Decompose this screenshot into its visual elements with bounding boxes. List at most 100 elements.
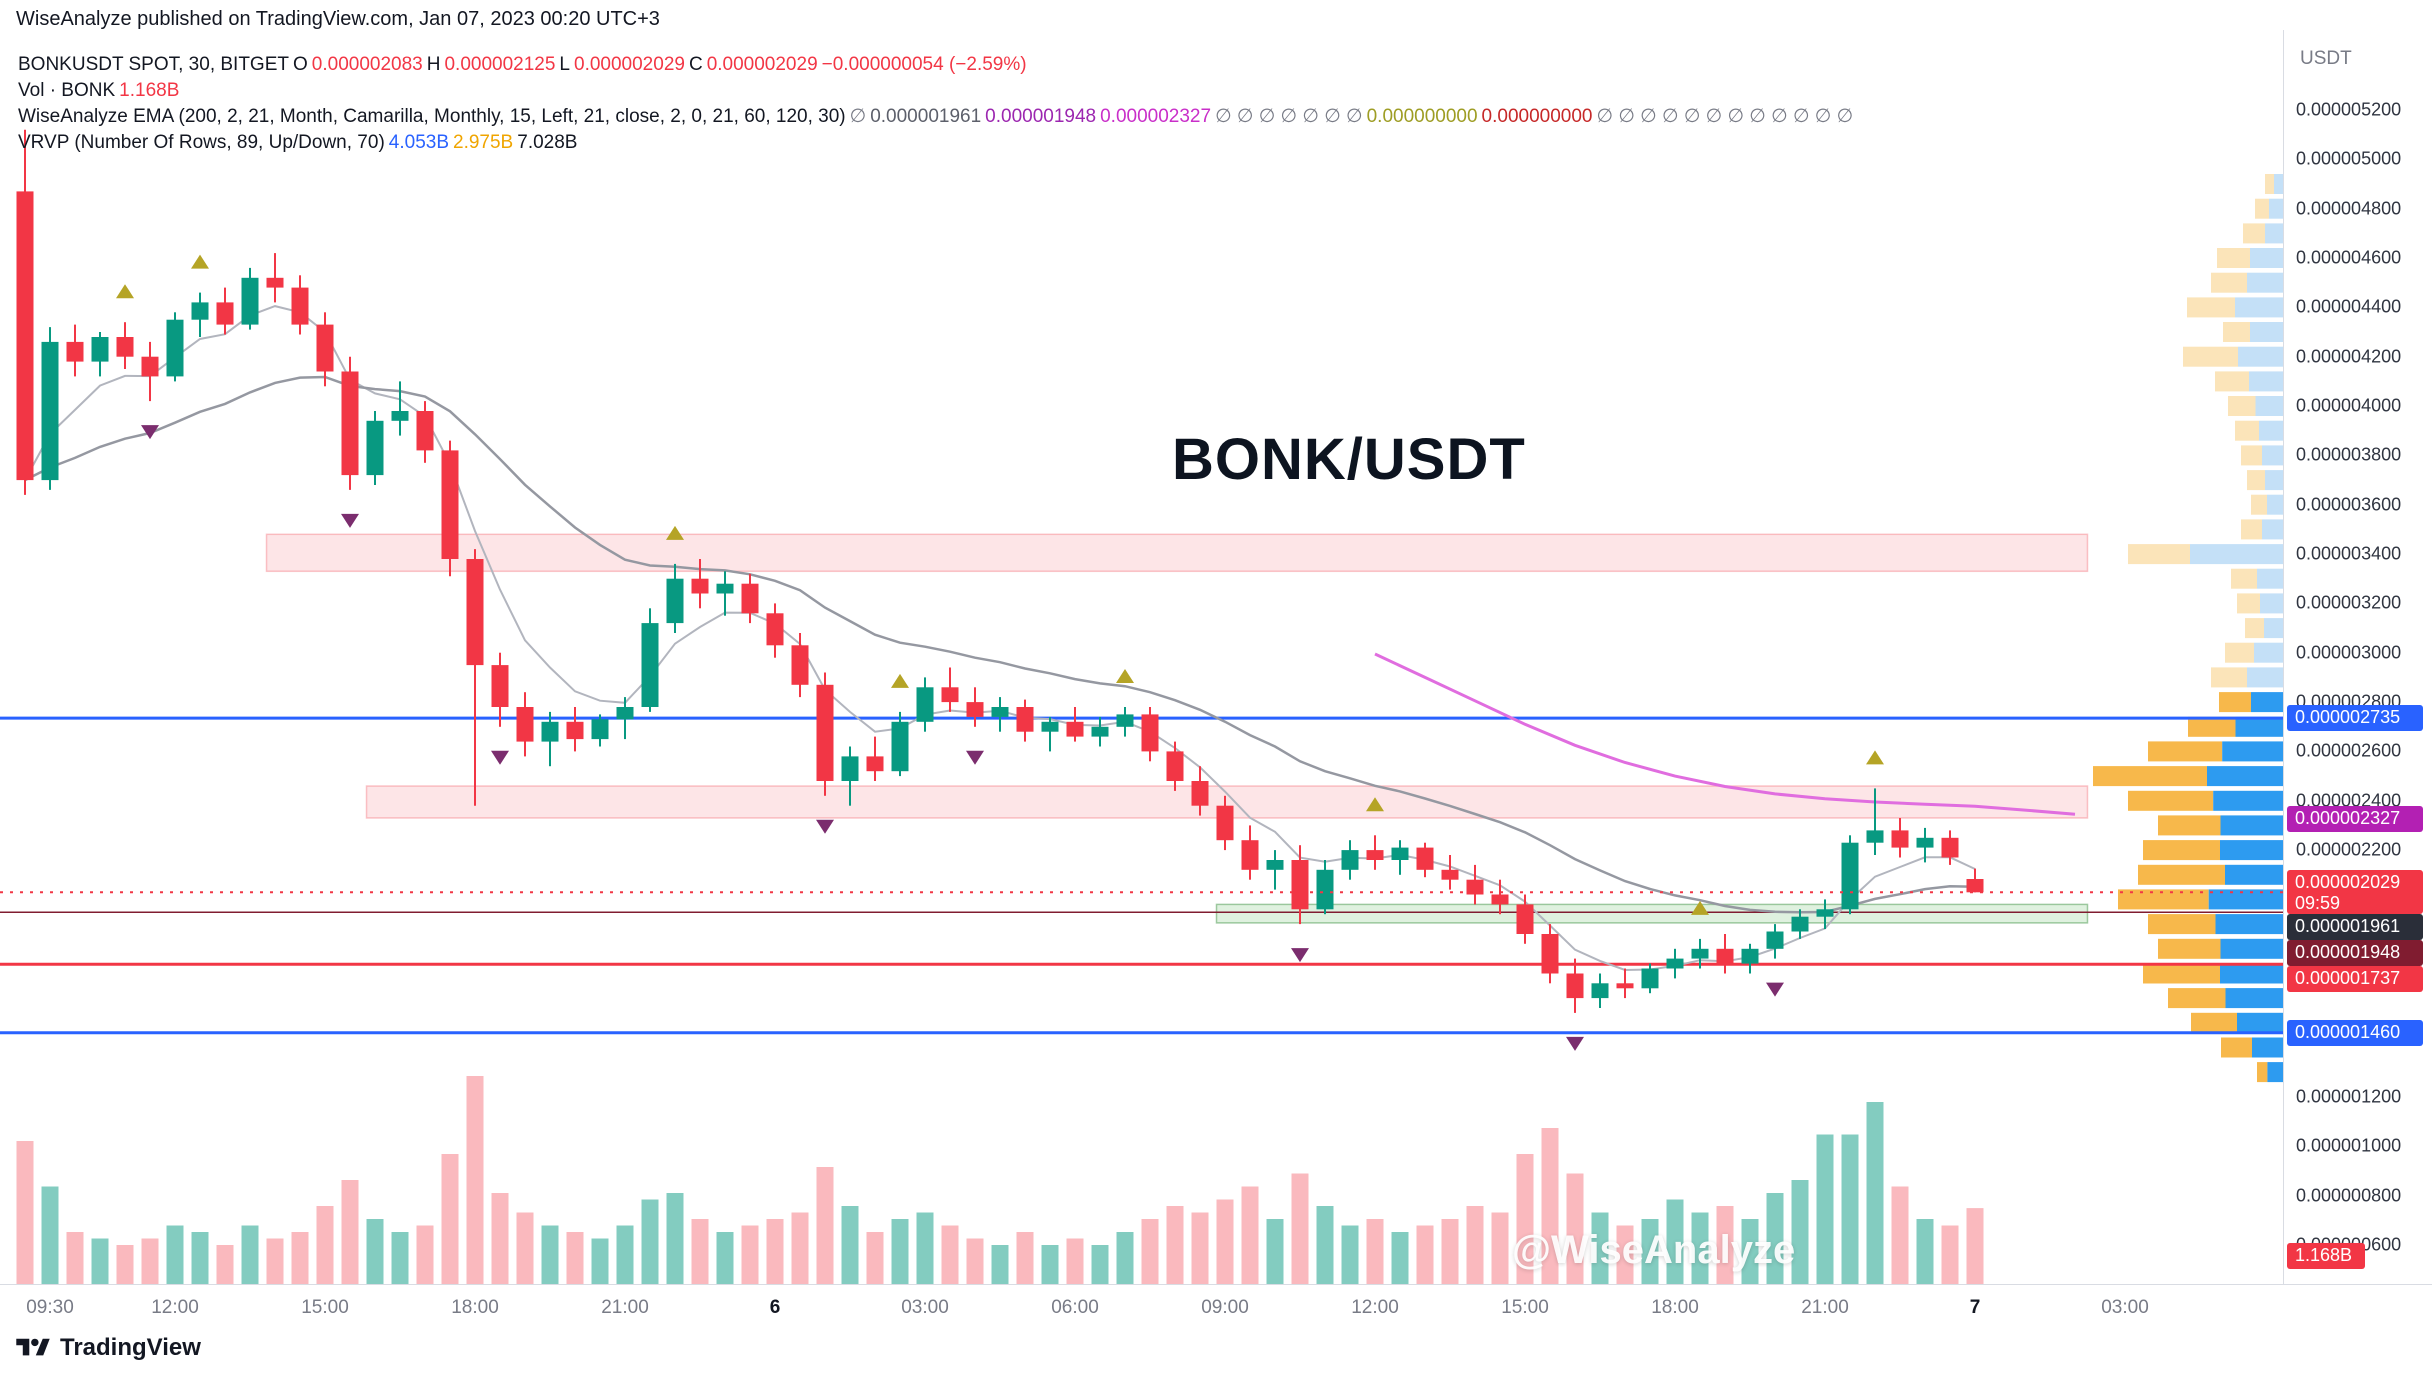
volume-bar [1666, 1199, 1684, 1284]
time-tick: 18:00 [451, 1297, 499, 1318]
volume-bar [1616, 1225, 1634, 1284]
status-row-vrvp[interactable]: VRVP (Number Of Rows, 89, Up/Down, 70) 4.… [18, 130, 1857, 156]
candle-body [516, 707, 534, 742]
time-tick: 03:00 [2101, 1297, 2149, 1318]
status-segment: 0.000002125 [444, 54, 556, 75]
candle-body [1766, 931, 1784, 949]
vrvp-row-down [2128, 790, 2214, 811]
status-row-symbol[interactable]: BONKUSDT SPOT, 30, BITGET O 0.000002083 H 0.… [18, 52, 1857, 78]
volume-bar [866, 1232, 884, 1284]
status-segment: L [559, 54, 570, 75]
candle-body [916, 687, 934, 722]
candle-body [1016, 707, 1034, 732]
vrvp-row-down [2138, 864, 2225, 885]
status-row-volume[interactable]: Vol · BONK 1.168B [18, 78, 1857, 104]
status-segment: C [688, 54, 703, 75]
vrvp-row-down [2243, 223, 2265, 244]
candle-body [1541, 934, 1559, 974]
vrvp-row-up [2222, 741, 2283, 762]
candle-body [841, 756, 859, 781]
vrvp-row-up [2220, 938, 2283, 959]
vrvp-row-down [2247, 470, 2265, 491]
volume-bar [1691, 1212, 1709, 1284]
price-label: 0.000002327 [2287, 806, 2423, 832]
volume-bar [766, 1219, 784, 1284]
vrvp-row-down [2237, 593, 2260, 614]
volume-bar [1241, 1186, 1259, 1284]
vrvp-row-down [2223, 322, 2250, 342]
chart-canvas[interactable] [0, 0, 2284, 1284]
vrvp-row-down [2215, 371, 2249, 392]
volume-bar [516, 1212, 534, 1284]
vrvp-row-down [2187, 297, 2235, 318]
vrvp-row-down [2225, 642, 2254, 663]
author-watermark: @WiseAnalyze [1512, 1228, 1796, 1272]
resistance-zone-1[interactable] [265, 533, 2089, 573]
time-tick: 06:00 [1051, 1297, 1099, 1318]
volume-bar [941, 1225, 959, 1284]
countdown-timer: 09:59 [2295, 893, 2341, 913]
candle-body [316, 324, 334, 372]
volume-bar [1391, 1232, 1409, 1284]
status-segment: 0.000002083 [311, 54, 423, 75]
volume-bar [1766, 1193, 1784, 1284]
status-row-ema[interactable]: WiseAnalyze EMA (200, 2, 21, Month, Cama… [18, 104, 1857, 130]
candle-body [1791, 916, 1809, 932]
candle-body [66, 341, 84, 362]
candle-body [1116, 714, 1134, 727]
status-segment: 0.000001948 [985, 106, 1097, 127]
time-axis[interactable]: 09:30 12:00 15:00 18:00 21:00 6 03:00 06:00 09:0… [0, 1284, 2432, 1335]
candle-body [1141, 714, 1159, 752]
candle-body [1591, 983, 1609, 999]
candle-body [791, 645, 809, 685]
volume-bar [616, 1225, 634, 1284]
vrvp-row-down [2217, 248, 2250, 268]
vrvp-row-down [2219, 692, 2251, 713]
vrvp-row-up [2220, 815, 2283, 836]
status-segment: 0.000001961 [870, 106, 982, 127]
volume-bar [141, 1238, 159, 1284]
sell-signal-marker [1766, 982, 1784, 997]
support-zone-green[interactable] [1215, 903, 2089, 924]
sell-signal-marker [1566, 1036, 1584, 1051]
vrvp-row-up [2259, 420, 2283, 441]
time-tick: 21:00 [601, 1297, 649, 1318]
price-tick: 0.000004400 [2296, 296, 2402, 317]
vrvp-row-up [2265, 470, 2283, 491]
ema-200-line[interactable] [1374, 652, 2076, 816]
vrvp-row-down [2158, 938, 2221, 959]
volume-bar [116, 1245, 134, 1284]
candle-body [1191, 781, 1209, 806]
sell-signal-marker [966, 750, 984, 765]
candle-body [991, 707, 1009, 717]
price-tick: 0.000003200 [2296, 592, 2402, 613]
vrvp-row-up [2260, 593, 2283, 614]
ema-fast-line[interactable] [24, 305, 1976, 972]
candle-body [741, 583, 759, 614]
vrvp-row-up [2262, 519, 2283, 540]
volume-bar [1916, 1219, 1934, 1284]
tradingview-logo[interactable]: TradingView [16, 1334, 201, 1362]
vrvp-row-up [2190, 544, 2283, 565]
time-tick: 15:00 [1501, 1297, 1549, 1318]
price-label: 0.000001737 [2287, 966, 2423, 992]
volume-bar [1741, 1219, 1759, 1284]
vrvp-row-down [2158, 815, 2221, 836]
volume-bar [41, 1186, 59, 1284]
volume-bar [666, 1193, 684, 1284]
status-segment: 0.000002327 [1100, 106, 1212, 127]
vrvp-row-down [2211, 667, 2247, 688]
candle-body [266, 277, 284, 288]
candle-body [1266, 860, 1284, 870]
vrvp-row-down [2148, 741, 2223, 762]
volume-bar [691, 1219, 709, 1284]
volume-bar [591, 1238, 609, 1284]
volume-bar [166, 1225, 184, 1284]
vrvp-row-down [2118, 889, 2209, 910]
vrvp-row-up [2274, 174, 2283, 194]
time-tick: 03:00 [901, 1297, 949, 1318]
price-axis[interactable]: USDT 0.000005200 0.000005000 0.000004800 0.… [2283, 30, 2432, 1284]
ema-slow-line[interactable] [24, 375, 1976, 914]
time-tick: 6 [769, 1297, 781, 1318]
